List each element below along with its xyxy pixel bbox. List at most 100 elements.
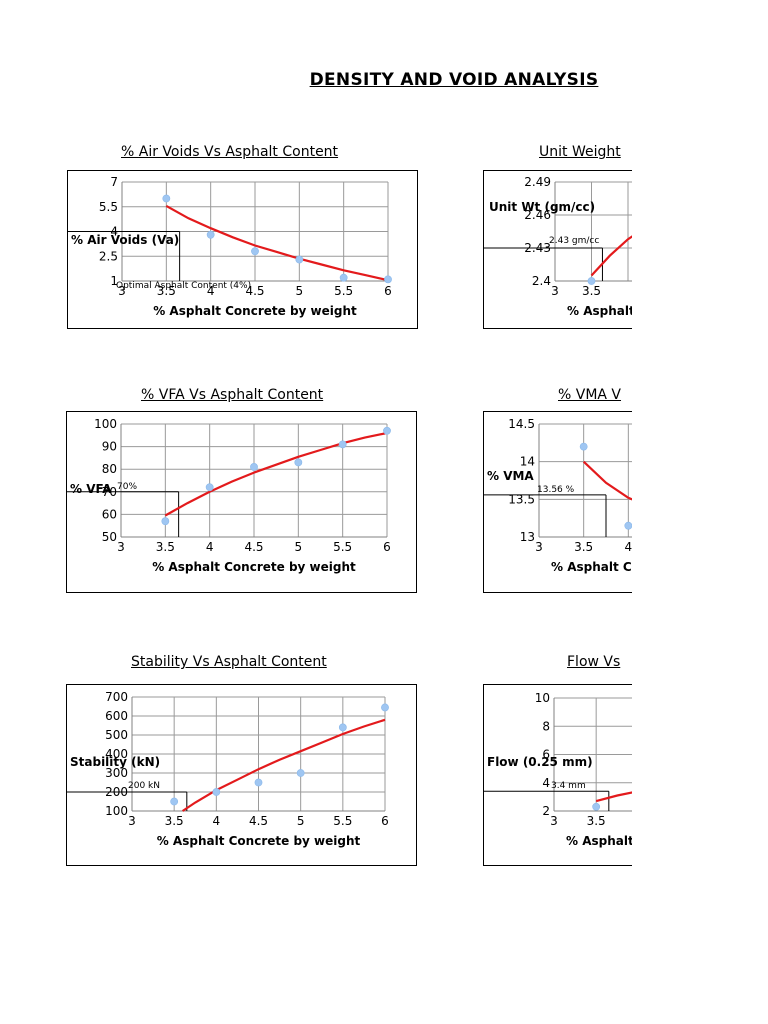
x-tick-label: 3.5 [157,284,176,298]
y-tick-label: 600 [105,709,128,723]
chart-stability: 100 200 300 400 500 600 700 3 3.5 4 4.5 5 5.5 6 200 kN… [66,684,417,866]
data-point [587,277,596,285]
chart-svg-vma: 13 13.5 14 14.5 3 3.5 4 13.56 %% VMA % Asphalt C… [484,417,632,574]
x-tick-label: 6 [381,814,389,828]
data-point [251,247,259,256]
x-tick-label: 3.5 [582,284,601,298]
data-point [338,723,347,732]
optimal-marker-label: 70% [117,482,137,492]
data-point [381,703,389,712]
y-axis-label: Unit Wt (gm/cc) [489,200,595,214]
y-tick-label: 50 [102,530,117,544]
data-point [161,517,170,526]
trend-line [165,204,389,282]
chart-unit-weight: 2.4 2.43 2.46 2.49 3 3.5 2.43 gm/cc Unit Wt (gm… [483,170,632,329]
trend-line [590,235,632,277]
page-title: DENSITY AND VOID ANALYSIS [309,70,599,90]
x-tick-label: 6 [383,540,391,554]
y-tick-label: 2.46 [524,208,551,222]
x-tick-label: 4.5 [245,284,264,298]
data-point [339,273,348,282]
y-tick-label: 400 [105,747,128,761]
chart-title-vfa: % VFA Vs Asphalt Content [141,387,324,403]
chart-title-unit-weight: Unit Weight [539,144,621,160]
x-tick-label: 3.5 [587,814,606,828]
data-point [579,442,588,451]
y-axis-label: % VFA [70,482,112,496]
y-tick-label: 90 [102,440,117,454]
data-point [170,797,179,806]
x-tick-label: 5 [296,284,304,298]
y-tick-label: 14 [520,455,535,469]
y-tick-label: 1 [110,274,118,288]
chart-flow: 2 4 6 8 10 3 3.5 3.4 mm Flow (0.25 mm) % Asphalt … [483,684,632,866]
data-point [295,255,304,264]
chart-vfa: 50 60 70 80 90 100 3 3.5 4 4.5 5 5.5 6 70%% VFA% Asph… [66,411,417,593]
y-tick-label: 700 [105,690,128,704]
chart-title-vma: % VMA V [558,387,622,403]
x-tick-label: 4 [213,814,221,828]
y-tick-label: 5.5 [99,200,118,214]
x-tick-label: 4.5 [249,814,268,828]
data-point [294,458,303,467]
x-tick-label: 3 [550,814,558,828]
x-tick-label: 4.5 [244,540,263,554]
x-tick-label: 5.5 [333,814,352,828]
y-tick-label: 80 [102,462,117,476]
y-tick-label: 13 [520,530,535,544]
x-tick-label: 3 [118,284,126,298]
y-tick-label: 13.5 [508,492,535,506]
chart-vma: 13 13.5 14 14.5 3 3.5 4 13.56 %% VMA % Asphalt C… [483,411,632,593]
data-point [338,440,347,449]
x-axis-label: % Asphalt Co [551,560,632,574]
data-point [384,275,392,284]
y-tick-label: 60 [102,507,117,521]
optimal-marker-label: 200 kN [128,781,160,791]
x-tick-label: 5 [295,540,303,554]
optimal-marker-label: 2.43 gm/cc [549,236,599,246]
y-axis-label: Stability (kN) [70,755,160,769]
data-point [383,426,391,435]
x-tick-label: 5.5 [334,284,353,298]
data-point [296,769,305,777]
y-tick-label: 2.49 [524,175,551,189]
x-tick-label: 3 [535,540,543,554]
data-point [592,802,601,811]
y-tick-label: 300 [105,766,128,780]
x-tick-label: 3.5 [156,540,175,554]
data-point [624,521,632,530]
x-tick-label: 4 [206,540,214,554]
x-tick-label: 5 [297,814,305,828]
trend-line [595,791,632,803]
chart-title-air-voids: % Air Voids Vs Asphalt Content [121,144,339,160]
x-tick-label: 3.5 [165,814,184,828]
y-tick-label: 10 [535,691,550,705]
optimal-marker-label: 13.56 % [537,485,575,495]
y-tick-label: 4 [542,776,550,790]
y-axis-label: % VMA [487,469,534,483]
chart-svg-flow: 2 4 6 8 10 3 3.5 3.4 mm Flow (0.25 mm) % Asphalt … [484,691,632,848]
x-axis-label: % Asphalt C [566,834,632,848]
x-axis-label: % Asphalt C [567,304,632,318]
data-point [162,194,171,203]
y-tick-label: 8 [542,719,550,733]
y-axis-label: Flow (0.25 mm) [487,755,593,769]
x-tick-label: 4 [625,540,632,554]
x-axis-label: % Asphalt Concrete by weight [152,560,356,574]
x-tick-label: 3 [551,284,559,298]
chart-title-stability: Stability Vs Asphalt Content [131,654,327,670]
data-point [212,788,221,796]
x-tick-label: 5.5 [333,540,352,554]
y-tick-label: 2.5 [99,249,118,263]
data-point [205,483,214,492]
x-tick-label: 6 [384,284,392,298]
y-tick-label: 6 [542,748,550,762]
chart-title-flow: Flow Vs [567,654,621,670]
chart-air-voids: 1 2.5 4 5.5 7 3 3.5 4 4.5 5 5.5 6 Optimal Asphalt Co… [67,170,418,329]
x-axis-label: % Asphalt Concrete by weight [157,834,361,848]
optimal-marker-label: Optimal Asphalt Content (4%) [116,281,251,291]
